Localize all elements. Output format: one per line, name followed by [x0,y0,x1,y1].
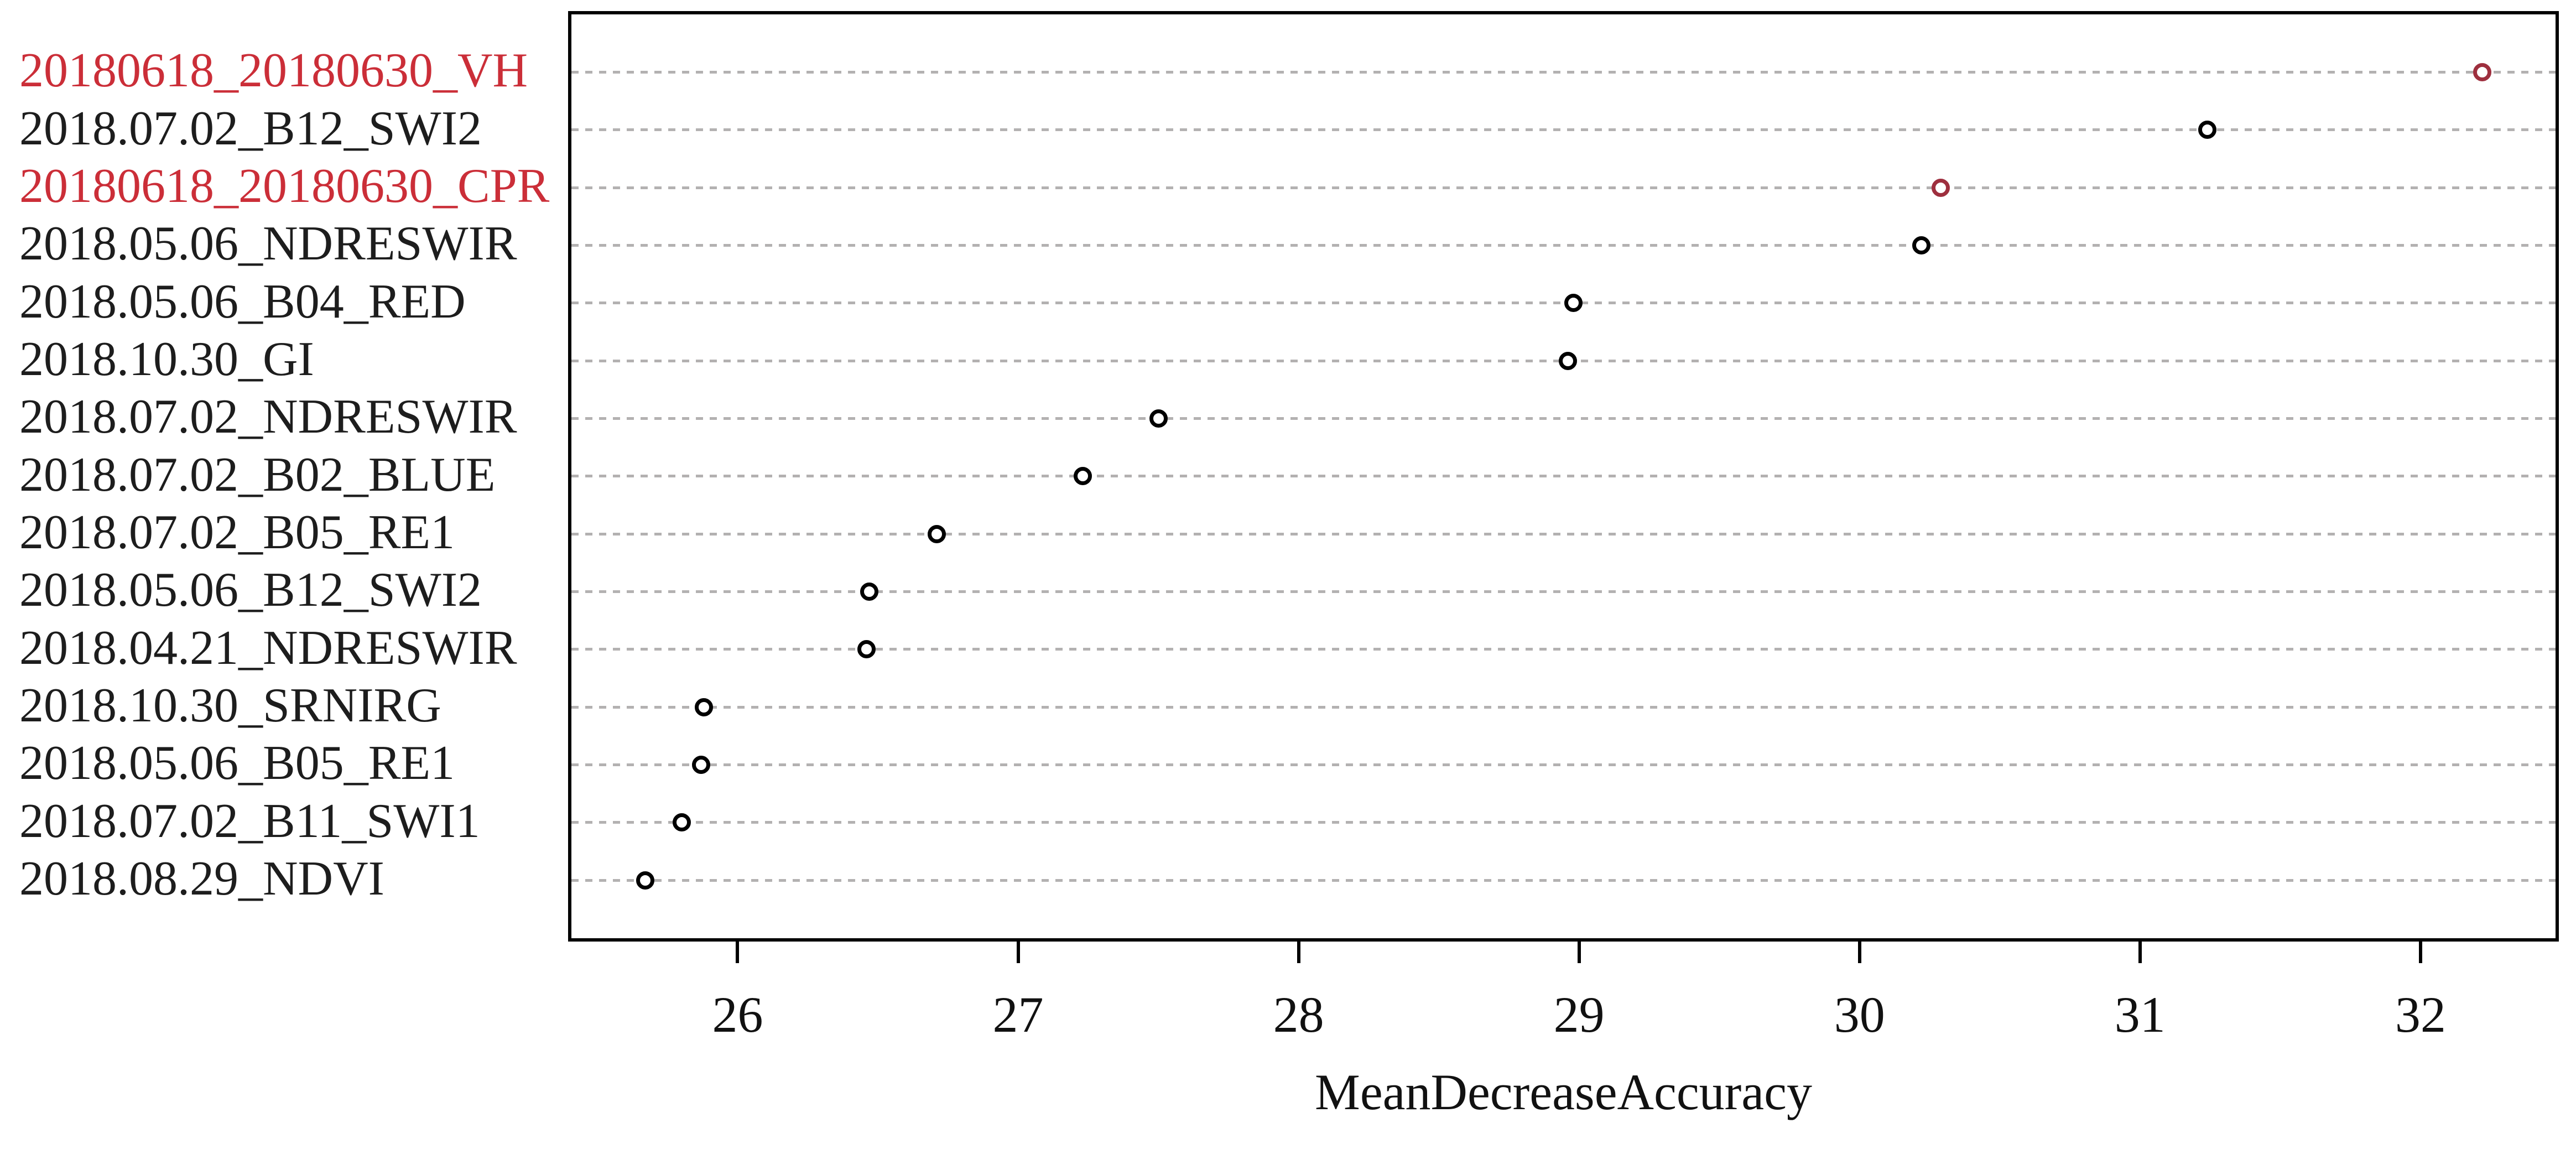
x-axis-tick-label: 31 [2114,986,2166,1043]
gridline [571,128,2556,132]
row-label: 2018.07.02_NDRESWIR [19,390,517,444]
data-point [1149,409,1168,428]
x-axis-tick-label: 28 [1273,986,1324,1043]
gridline [571,417,2556,420]
row-label: 2018.10.30_SRNIRG [19,679,441,733]
gridline [571,186,2556,189]
x-axis-tick-label: 29 [1553,986,1605,1043]
x-axis-tick [1297,938,1300,963]
row-label: 2018.08.29_NDVI [19,852,384,906]
row-label: 2018.05.06_B12_SWI2 [19,563,482,617]
data-point [1558,351,1577,370]
data-point [1564,294,1583,313]
row-label: 2018.07.02_B05_RE1 [19,506,455,560]
row-label: 2018.04.21_NDRESWIR [19,621,517,675]
gridline [571,705,2556,709]
data-point [1932,178,1950,197]
data-point [695,698,714,716]
plot-area [571,14,2556,938]
x-axis-tick [736,938,740,963]
row-label: 2018.10.30_GI [19,332,314,387]
data-point [860,582,879,601]
row-label: 20180618_20180630_CPR [19,159,550,214]
data-point [636,871,654,890]
data-point [857,640,876,659]
x-axis-title: MeanDecreaseAccuracy [1315,1064,1812,1120]
row-label: 2018.07.02_B11_SWI1 [19,794,480,848]
gridline [571,301,2556,305]
gridline [571,878,2556,882]
x-axis-tick-label: 27 [992,986,1044,1043]
row-label: 2018.05.06_B05_RE1 [19,736,455,791]
data-point [2198,121,2216,139]
gridline [571,590,2556,593]
row-label: 2018.05.06_B04_RED [19,274,466,329]
data-point [692,755,711,774]
gridline [571,475,2556,478]
gridline [571,648,2556,651]
gridline [571,70,2556,74]
row-label: 2018.07.02_B12_SWI2 [19,101,482,155]
x-axis-tick [1016,938,1020,963]
x-axis-tick [2138,938,2142,963]
data-point [2473,63,2491,81]
x-axis-tick [2418,938,2422,963]
data-point [927,524,946,543]
x-axis-tick [1577,938,1581,963]
data-point [1073,467,1092,486]
x-axis-tick-label: 32 [2395,986,2446,1043]
data-point [672,813,691,832]
plot-frame [568,11,2559,942]
x-axis-tick-label: 30 [1834,986,1885,1043]
x-axis-tick [1857,938,1861,963]
row-label: 2018.07.02_B02_BLUE [19,448,496,502]
gridline [571,243,2556,247]
data-point [1912,236,1930,254]
gridline [571,821,2556,824]
row-label: 20180618_20180630_VH [19,44,528,98]
gridline [571,763,2556,766]
row-label: 2018.05.06_NDRESWIR [19,217,517,271]
gridline [571,532,2556,535]
x-axis-tick-label: 26 [712,986,763,1043]
